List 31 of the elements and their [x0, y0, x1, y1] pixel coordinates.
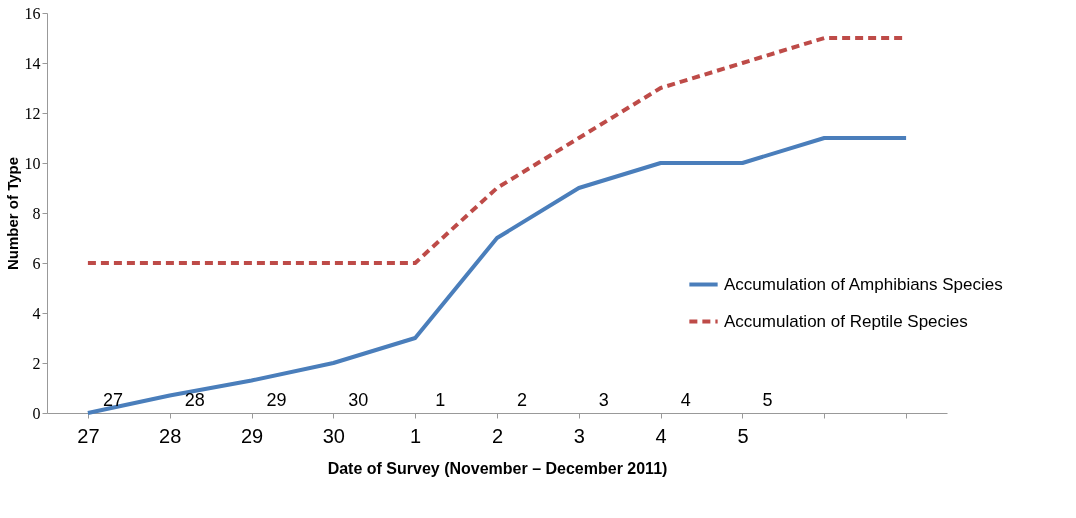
annotation: 28: [184, 390, 205, 410]
x-tick-label: 5: [737, 424, 749, 447]
x-tick-label: 27: [77, 424, 100, 447]
y-axis-title: Number of Type: [3, 156, 21, 271]
annotation: 5: [762, 390, 773, 410]
legend-label: Accumulation of Reptile Species: [724, 311, 968, 331]
x-tick-label: 2: [491, 424, 504, 447]
y-tick-label: 14: [24, 54, 41, 72]
annotation: 4: [680, 390, 691, 410]
x-tick-label: 3: [573, 424, 585, 447]
x-tick-label: 4: [655, 424, 667, 447]
y-tick-label: 12: [24, 104, 41, 122]
annotation: 27: [102, 390, 123, 410]
annotation: 3: [598, 390, 609, 410]
x-tick-label: 28: [159, 424, 182, 447]
x-axis-title: Date of Survey (November – December 2011): [327, 459, 668, 477]
y-tick-label: 4: [32, 304, 41, 322]
annotation: 1: [435, 390, 446, 410]
y-tick-label: 6: [32, 254, 41, 272]
annotation: 29: [266, 390, 287, 410]
y-tick-label: 0: [32, 404, 41, 422]
y-tick-label: 10: [24, 154, 41, 172]
y-tick-label: 8: [32, 204, 41, 222]
y-tick-label: 16: [24, 4, 41, 22]
x-tick-label: 1: [410, 424, 422, 447]
annotation: 2: [516, 390, 528, 410]
annotation: 30: [348, 390, 369, 410]
x-tick-label: 30: [322, 424, 345, 447]
legend-label: Accumulation of Amphibians Species: [724, 274, 1003, 294]
y-tick-label: 2: [32, 354, 41, 372]
x-tick-label: 29: [240, 424, 264, 447]
